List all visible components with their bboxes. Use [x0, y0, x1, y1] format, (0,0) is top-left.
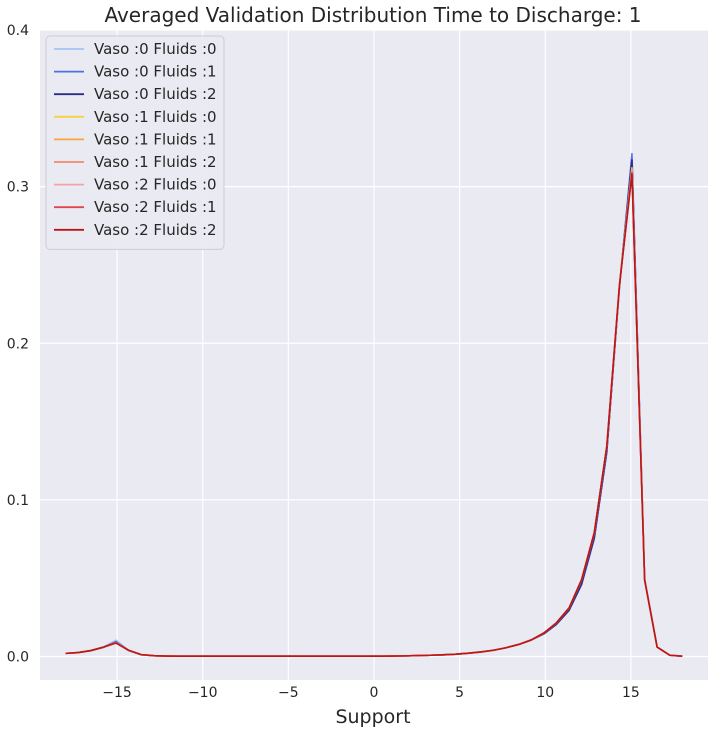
y-tick-label: 0.2 — [7, 336, 29, 352]
x-tick-label: −5 — [278, 685, 299, 701]
legend-label: Vaso :2 Fluids :1 — [94, 198, 217, 216]
y-tick-label: 0.3 — [7, 180, 29, 196]
x-tick-label: 15 — [622, 685, 640, 701]
x-tick-label: −15 — [102, 685, 132, 701]
series-group — [65, 152, 683, 657]
legend-label: Vaso :2 Fluids :0 — [94, 176, 217, 194]
legend-label: Vaso :1 Fluids :2 — [94, 153, 217, 171]
x-tick-label: 10 — [536, 685, 554, 701]
series-line — [65, 173, 683, 657]
legend-label: Vaso :0 Fluids :2 — [94, 85, 217, 103]
x-tick-label: −10 — [188, 685, 218, 701]
legend-label: Vaso :1 Fluids :0 — [94, 108, 217, 126]
y-tick-label: 0.4 — [7, 23, 29, 39]
legend-label: Vaso :1 Fluids :1 — [94, 130, 217, 148]
chart-title: Averaged Validation Distribution Time to… — [104, 3, 641, 27]
legend: Vaso :0 Fluids :0 Vaso :0 Fluids :1 Vaso :… — [45, 35, 225, 250]
y-tick-label: 0.1 — [7, 493, 29, 509]
x-tick-label: 5 — [455, 685, 464, 701]
legend-label: Vaso :0 Fluids :1 — [94, 63, 217, 81]
grid — [40, 29, 708, 680]
y-tick-label: 0.0 — [7, 650, 29, 666]
legend-box — [45, 35, 225, 250]
x-tick-label: 0 — [370, 685, 379, 701]
x-axis-label: Support — [335, 706, 410, 728]
y-tick-labels: 0.0 0.1 0.2 0.3 0.4 — [7, 23, 29, 666]
legend-label: Vaso :0 Fluids :0 — [94, 40, 217, 58]
legend-label: Vaso :2 Fluids :2 — [94, 221, 217, 239]
x-tick-labels: −15 −10 −5 0 5 10 15 — [102, 685, 640, 701]
